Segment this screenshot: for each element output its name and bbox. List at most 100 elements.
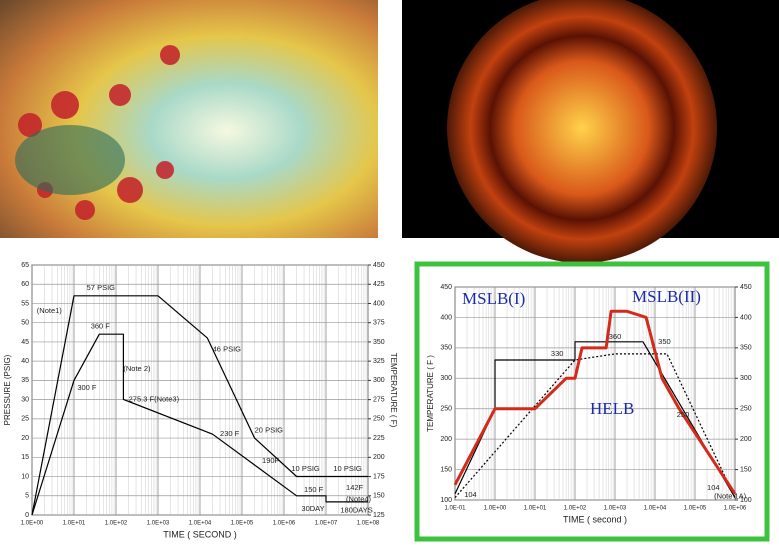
y-tick-label: 350	[440, 345, 452, 352]
annotation: (Note 1A)	[714, 491, 747, 500]
x-tick-label: 1.0E+02	[564, 506, 587, 512]
y2-tick-label: 150	[740, 466, 752, 473]
photo-shade	[15, 125, 125, 195]
x-tick-label: 1.0E+05	[684, 506, 707, 512]
x-tick-label: 1.0E-01	[444, 506, 466, 512]
y2-tick-label: 200	[740, 436, 752, 443]
y-tick-label: 100	[440, 497, 452, 504]
annotation: 250	[677, 410, 690, 419]
annotation: 190F	[262, 456, 280, 465]
y-tick-label: 55	[21, 300, 29, 307]
y-tick-label: 5	[25, 493, 29, 500]
y2-tick-label: 300	[373, 377, 385, 384]
annotation: 20 PSIG	[255, 425, 284, 434]
y2-tick-label: 100	[740, 497, 752, 504]
y-tick-label: 15	[21, 454, 29, 461]
y-tick-label: 450	[440, 284, 452, 291]
annotation: 180DAYS	[340, 505, 372, 514]
y2-tick-label: 200	[373, 454, 385, 461]
series-line	[31, 333, 368, 516]
annotation: 350	[658, 337, 671, 346]
series-line	[453, 309, 737, 495]
y-tick-label: 35	[21, 377, 29, 384]
y2-tick-label: 400	[373, 300, 385, 307]
annotation: 57 PSIG	[87, 283, 116, 292]
x-tick-label: 1.0E+08	[357, 521, 380, 527]
x-tick-label: 1.0E+06	[273, 521, 296, 527]
annotation: 150 F	[304, 485, 324, 494]
y2-tick-label: 350	[373, 339, 385, 346]
y-axis-title: TEMPERATURE ( F )	[426, 355, 435, 432]
annotation: 104	[464, 490, 477, 499]
y-tick-label: 250	[440, 406, 452, 413]
y2-tick-label: 325	[373, 358, 385, 365]
y-tick-label: 400	[440, 314, 452, 321]
x-tick-label: 1.0E+00	[21, 521, 44, 527]
x-tick-label: 1.0E+01	[524, 506, 547, 512]
annotation: 230 F	[220, 429, 240, 438]
annotation: 10 PSIG	[333, 464, 362, 473]
annotation: 104	[707, 483, 720, 492]
annotation: (Note1)	[37, 306, 63, 315]
series-line	[454, 353, 736, 498]
y2-tick-label: 425	[373, 281, 385, 288]
annotation: 360 F	[91, 322, 111, 331]
x-tick-label: 1.0E+07	[315, 521, 338, 527]
x-tick-label: 1.0E+03	[604, 506, 627, 512]
y-tick-label: 20	[21, 435, 29, 442]
y2-tick-label: 350	[740, 345, 752, 352]
y-tick-label: 60	[21, 281, 29, 288]
y-tick-label: 25	[21, 416, 29, 423]
series-label: HELB	[590, 399, 634, 418]
y-tick-label: 10	[21, 473, 29, 480]
x-tick-label: 1.0E+05	[231, 521, 254, 527]
y2-tick-label: 175	[373, 473, 385, 480]
annotation: 142F	[346, 483, 364, 492]
y2-tick-label: 250	[740, 406, 752, 413]
annotation: 46 PSIG	[213, 345, 242, 354]
annotation: 330	[551, 349, 564, 358]
y-tick-label: 45	[21, 339, 29, 346]
y2-tick-label: 300	[740, 375, 752, 382]
series-line	[31, 295, 368, 516]
y2-tick-label: 225	[373, 435, 385, 442]
y2-tick-label: 150	[373, 493, 385, 500]
x-tick-label: 1.0E+06	[724, 506, 747, 512]
y2-tick-label: 125	[373, 512, 385, 519]
photo-sun	[447, 0, 717, 263]
y2-tick-label: 250	[373, 416, 385, 423]
annotation: 300 F	[77, 383, 97, 392]
annotation: (Note 2)	[123, 364, 151, 373]
annotation: 360	[609, 332, 622, 341]
chart-frame	[414, 261, 770, 542]
y-tick-label: 200	[440, 436, 452, 443]
y-tick-label: 50	[21, 320, 29, 327]
y-tick-label: 300	[440, 375, 452, 382]
annotation: (Note4)	[346, 495, 372, 504]
y2-tick-label: 450	[373, 262, 385, 269]
y2-tick-label: 400	[740, 314, 752, 321]
x-tick-label: 1.0E+01	[63, 521, 86, 527]
annotation: 30DAY	[301, 504, 324, 513]
y-tick-label: 0	[25, 512, 29, 519]
annotation: 10 PSIG	[291, 464, 320, 473]
x-axis-title: TIME ( SECOND )	[163, 529, 237, 539]
y-axis-title: PRESSURE (PSIG)	[3, 354, 12, 425]
y2-tick-label: 275	[373, 396, 385, 403]
series-label: MSLB(II)	[632, 287, 701, 306]
series-label: MSLB(I)	[462, 289, 525, 308]
x-tick-label: 1.0E+04	[644, 506, 667, 512]
y-tick-label: 30	[21, 396, 29, 403]
x-tick-label: 1.0E+03	[147, 521, 170, 527]
x-tick-label: 1.0E+02	[105, 521, 128, 527]
y2-axis-title: TEMPERATURE ( F)	[389, 353, 398, 428]
x-axis-title: TIME ( second )	[563, 514, 627, 524]
y-tick-label: 65	[21, 262, 29, 269]
photo-left	[0, 0, 378, 238]
y2-tick-label: 375	[373, 320, 385, 327]
annotation: 275.3 F(Note3)	[129, 395, 180, 404]
y-tick-label: 150	[440, 466, 452, 473]
x-tick-label: 1.0E+04	[189, 521, 212, 527]
